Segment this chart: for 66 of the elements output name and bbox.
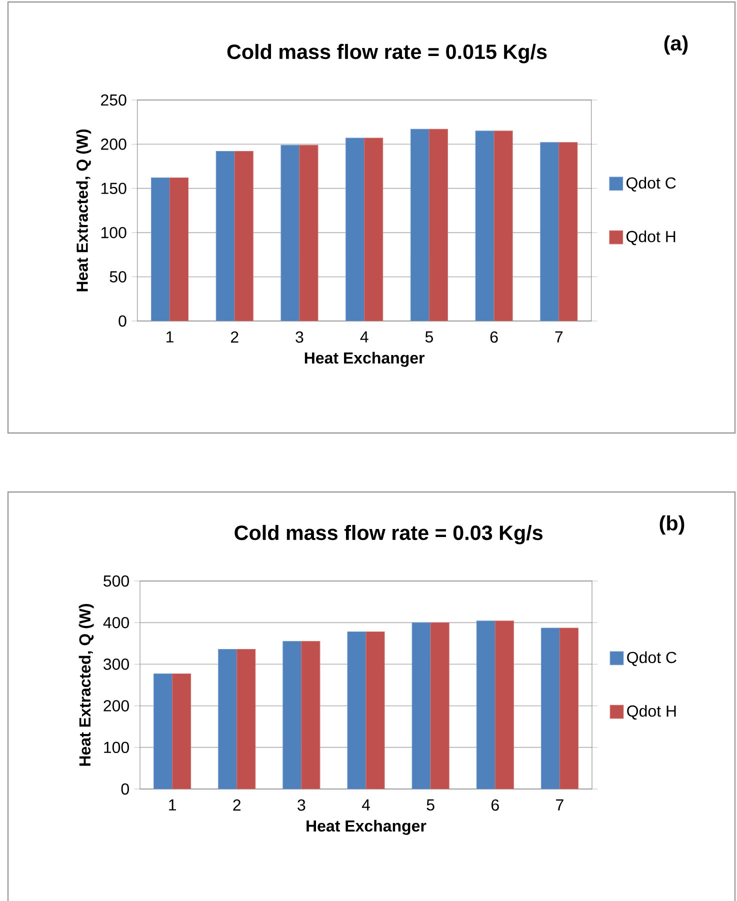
bar [558, 142, 578, 321]
x-tick-label: 5 [425, 331, 433, 343]
bar [218, 648, 238, 789]
text: (a) [664, 35, 688, 55]
bar [236, 648, 256, 789]
bar [540, 142, 560, 321]
x-tick-label: 1 [166, 331, 174, 342]
bar [301, 641, 320, 789]
bar [280, 144, 300, 321]
y-tick-label: 200 [104, 700, 129, 712]
y-tick-label: 400 [103, 616, 129, 628]
x-tick-label: 7 [556, 799, 564, 810]
bar [282, 641, 302, 789]
bar [346, 138, 365, 321]
y-tick-label: 500 [104, 575, 129, 587]
bar [216, 151, 235, 321]
x-tick-label: 7 [555, 331, 563, 342]
bar [299, 144, 318, 321]
y-tick-label: 0 [121, 783, 129, 795]
x-tick-label: 1 [169, 799, 176, 810]
legend-label: Qdot H [626, 230, 676, 246]
y-tick-label: 300 [104, 658, 129, 670]
x-tick-label: 3 [296, 331, 304, 343]
chart-title: Cold mass flow rate = 0.015 Kg/s [227, 44, 547, 64]
bar [494, 620, 514, 789]
y-tick-label: 200 [101, 138, 126, 150]
y-tick-label: 50 [110, 271, 126, 282]
x-tick-label: 2 [233, 799, 240, 811]
bar [494, 130, 513, 321]
bar [347, 631, 366, 789]
bar [559, 628, 578, 789]
bar [364, 138, 384, 321]
x-axis-title: Heat Exchanger [304, 352, 425, 367]
legend-label: Qdot C [627, 651, 676, 666]
x-tick-label: 6 [490, 331, 498, 343]
bar [366, 631, 385, 789]
x-tick-label: 6 [492, 799, 499, 811]
legend-label: Qdot C [626, 176, 676, 192]
x-tick-label: 4 [360, 331, 368, 342]
y-axis-title: Heat Extracted, Q (W) [78, 604, 94, 766]
chart-title: Cold mass flow rate = 0.03 Kg/s [234, 524, 542, 544]
text: (b) [660, 515, 684, 535]
bar [169, 178, 189, 321]
x-tick-label: 5 [426, 799, 434, 811]
x-tick-label: 2 [230, 331, 238, 343]
bar [154, 673, 173, 789]
y-tick-label: 0 [118, 315, 126, 327]
y-tick-label: 100 [104, 742, 129, 754]
y-tick-label: 100 [101, 226, 126, 238]
bar [150, 178, 170, 321]
x-tick-label: 3 [298, 799, 306, 811]
x-axis-title: Heat Exchanger [306, 820, 426, 835]
bar [476, 620, 496, 789]
bar [410, 128, 430, 321]
y-axis-title: Heat Extracted, Q (W) [76, 130, 92, 292]
bar [428, 128, 448, 321]
legend-label: Qdot H [627, 705, 676, 720]
bar [430, 622, 450, 789]
bar [234, 151, 254, 321]
bar [172, 673, 192, 789]
x-tick-label: 4 [362, 799, 370, 810]
bar [540, 628, 560, 789]
bar [475, 130, 494, 321]
y-tick-label: 250 [101, 94, 126, 106]
bar [412, 622, 431, 789]
y-tick-label: 150 [101, 182, 126, 194]
